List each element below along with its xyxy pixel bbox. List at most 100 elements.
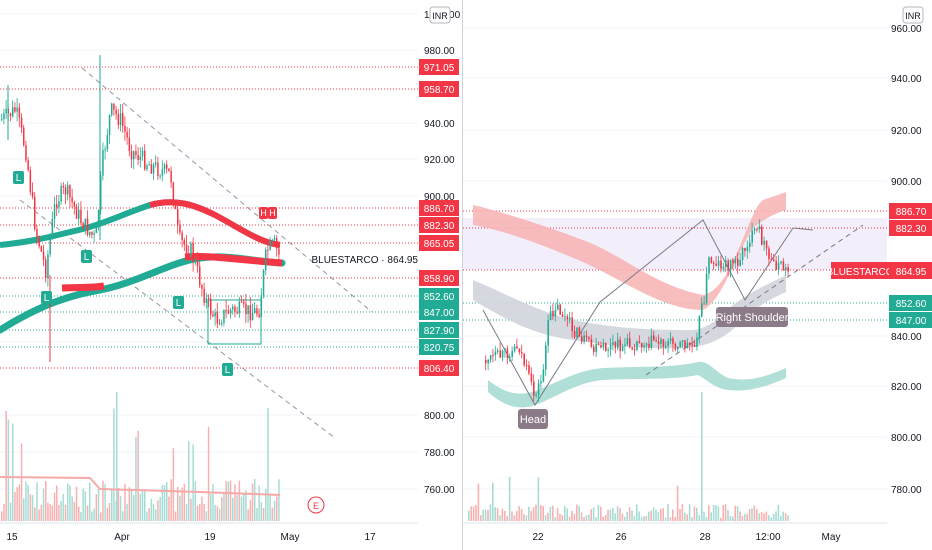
right-volume-bar xyxy=(544,515,547,521)
left-time-axis[interactable] xyxy=(0,523,462,550)
right-candle-body xyxy=(617,339,619,348)
left-price-badge[interactable]: 827.90 xyxy=(419,322,459,338)
right-candle-body xyxy=(717,260,720,266)
left-price-badge[interactable]: 882.30 xyxy=(419,217,459,233)
right-price-badge[interactable]: 847.00 xyxy=(889,312,932,328)
right-price-badge[interactable]: 882.30 xyxy=(889,220,932,236)
right-candle-body xyxy=(720,260,722,269)
consolidation-box[interactable] xyxy=(207,299,262,345)
left-price-badge[interactable]: 858.90 xyxy=(419,270,459,286)
left-price-chart[interactable]: L L L L L H H E 1000.00980.00940.00920.0… xyxy=(0,0,462,550)
right-candle-body xyxy=(744,247,746,251)
right-price-axis[interactable] xyxy=(887,0,932,523)
earnings-event-marker[interactable]: E xyxy=(307,496,325,514)
pattern-marker-h-1[interactable]: H xyxy=(259,207,268,219)
channel-lower-line[interactable] xyxy=(19,199,336,439)
left-candle-body xyxy=(229,309,232,314)
svg-text:L: L xyxy=(16,173,22,184)
left-candle-body xyxy=(260,295,263,317)
left-candle-body xyxy=(91,231,93,235)
left-volume-bar xyxy=(102,480,104,521)
left-price-badge[interactable]: 852.60 xyxy=(419,288,459,304)
left-volume-bar xyxy=(75,486,78,521)
right-x-label-1200: 12:00 xyxy=(755,532,780,543)
left-volume-bar xyxy=(67,483,69,521)
right-candle-body xyxy=(535,394,537,396)
right-y-axis-label: 960.00 xyxy=(891,24,922,35)
right-candle-body xyxy=(528,365,530,374)
left-candle-body xyxy=(130,150,133,160)
right-price-axis-labels: 960.00 940.00 920.00 900.00 840.00 820.00 800.… xyxy=(891,24,922,496)
head-and-shoulders-pattern[interactable] xyxy=(482,219,814,406)
ema-ribbon-fast-red[interactable] xyxy=(149,199,281,248)
neckline-trend-line[interactable] xyxy=(645,224,864,376)
left-candle-body xyxy=(9,113,12,117)
left-price-badge[interactable]: 865.05 xyxy=(419,235,459,251)
left-volume-bar xyxy=(18,484,21,521)
left-price-axis[interactable] xyxy=(418,0,462,523)
head-annotation[interactable]: Head xyxy=(518,409,548,429)
left-volume-bar xyxy=(258,485,260,521)
left-price-badge[interactable]: 847.00 xyxy=(419,304,459,320)
right-chart-pane[interactable]: Head Right Shoulder 960.00 940.00 920.00 90… xyxy=(462,0,932,550)
left-volume-bar xyxy=(69,485,71,521)
left-price-badge[interactable]: 971.05 xyxy=(419,59,459,75)
ema-ribbon-fast[interactable] xyxy=(0,199,281,248)
left-candle-body xyxy=(245,303,247,315)
right-currency-button[interactable]: INR xyxy=(902,6,924,24)
right-volume-bar xyxy=(708,505,710,521)
pattern-marker-l-2[interactable]: L xyxy=(41,291,52,304)
right-volume-bar xyxy=(715,504,717,521)
left-volume-bar xyxy=(58,504,60,521)
left-volume-bar xyxy=(91,511,93,521)
left-volume-bar xyxy=(256,508,258,521)
left-volume-bar xyxy=(190,498,192,521)
left-price-badge[interactable]: 958.70 xyxy=(419,81,459,97)
right-candle-body xyxy=(705,273,708,304)
channel-upper-line[interactable] xyxy=(81,67,373,313)
left-volume-bar xyxy=(9,502,12,521)
ema-ribbon-slow-red[interactable] xyxy=(61,282,105,292)
left-price-badge[interactable]: 886.70 xyxy=(419,200,459,216)
right-volume-bar xyxy=(576,504,578,521)
right-y-axis-label: 780.00 xyxy=(891,485,922,496)
left-volume-bar xyxy=(249,500,252,521)
right-candle-body xyxy=(545,345,547,370)
left-candle-body xyxy=(262,270,265,296)
left-chart-pane[interactable]: L L L L L H H E 1000.00980.00940.00920.0… xyxy=(0,0,462,550)
left-volume-bar xyxy=(62,493,65,521)
left-price-badge[interactable]: 820.75 xyxy=(419,339,459,355)
left-candle-body xyxy=(137,154,139,161)
right-last-price-badge[interactable]: 864.95 xyxy=(889,262,932,279)
right-volume-bar xyxy=(528,506,530,521)
right-price-badge[interactable]: 886.70 xyxy=(889,203,932,219)
left-candle-body xyxy=(214,312,216,317)
right-volume-bar xyxy=(487,509,489,521)
pattern-marker-l-3[interactable]: L xyxy=(81,250,92,263)
left-price-badge[interactable]: 806.40 xyxy=(419,360,459,376)
right-volume-bar xyxy=(552,505,554,521)
right-volume-bar xyxy=(518,506,520,521)
left-candle-body xyxy=(64,187,67,195)
left-price-badges: 971.05 958.70 886.70 882.30 865.05 858.90 852.… xyxy=(419,59,459,376)
right-volume-bar xyxy=(626,512,628,521)
right-price-badge[interactable]: 852.60 xyxy=(889,295,932,311)
left-currency-button[interactable]: INR xyxy=(429,6,451,24)
pattern-marker-l-5[interactable]: L xyxy=(222,363,233,376)
right-price-chart[interactable]: Head Right Shoulder 960.00 940.00 920.00 90… xyxy=(463,0,932,550)
pattern-marker-l-1[interactable]: L xyxy=(13,171,24,184)
right-time-axis[interactable] xyxy=(463,523,932,550)
pattern-marker-l-4[interactable]: L xyxy=(173,296,184,309)
right-candle-body xyxy=(588,337,590,340)
right-symbol-badge[interactable]: BLUESTARCO xyxy=(826,262,894,279)
right-candle-body xyxy=(633,349,636,351)
right-shoulder-annotation[interactable]: Right Shoulder xyxy=(716,307,789,327)
left-volume-bar xyxy=(3,504,5,521)
pattern-marker-h-2[interactable]: H xyxy=(268,207,277,219)
left-candle-body xyxy=(18,107,21,118)
right-volume-bar xyxy=(739,511,741,521)
lower-band-grey xyxy=(473,275,786,349)
left-candle-body xyxy=(179,225,181,233)
right-volume-bar xyxy=(595,517,597,521)
left-candle-body xyxy=(223,309,225,323)
